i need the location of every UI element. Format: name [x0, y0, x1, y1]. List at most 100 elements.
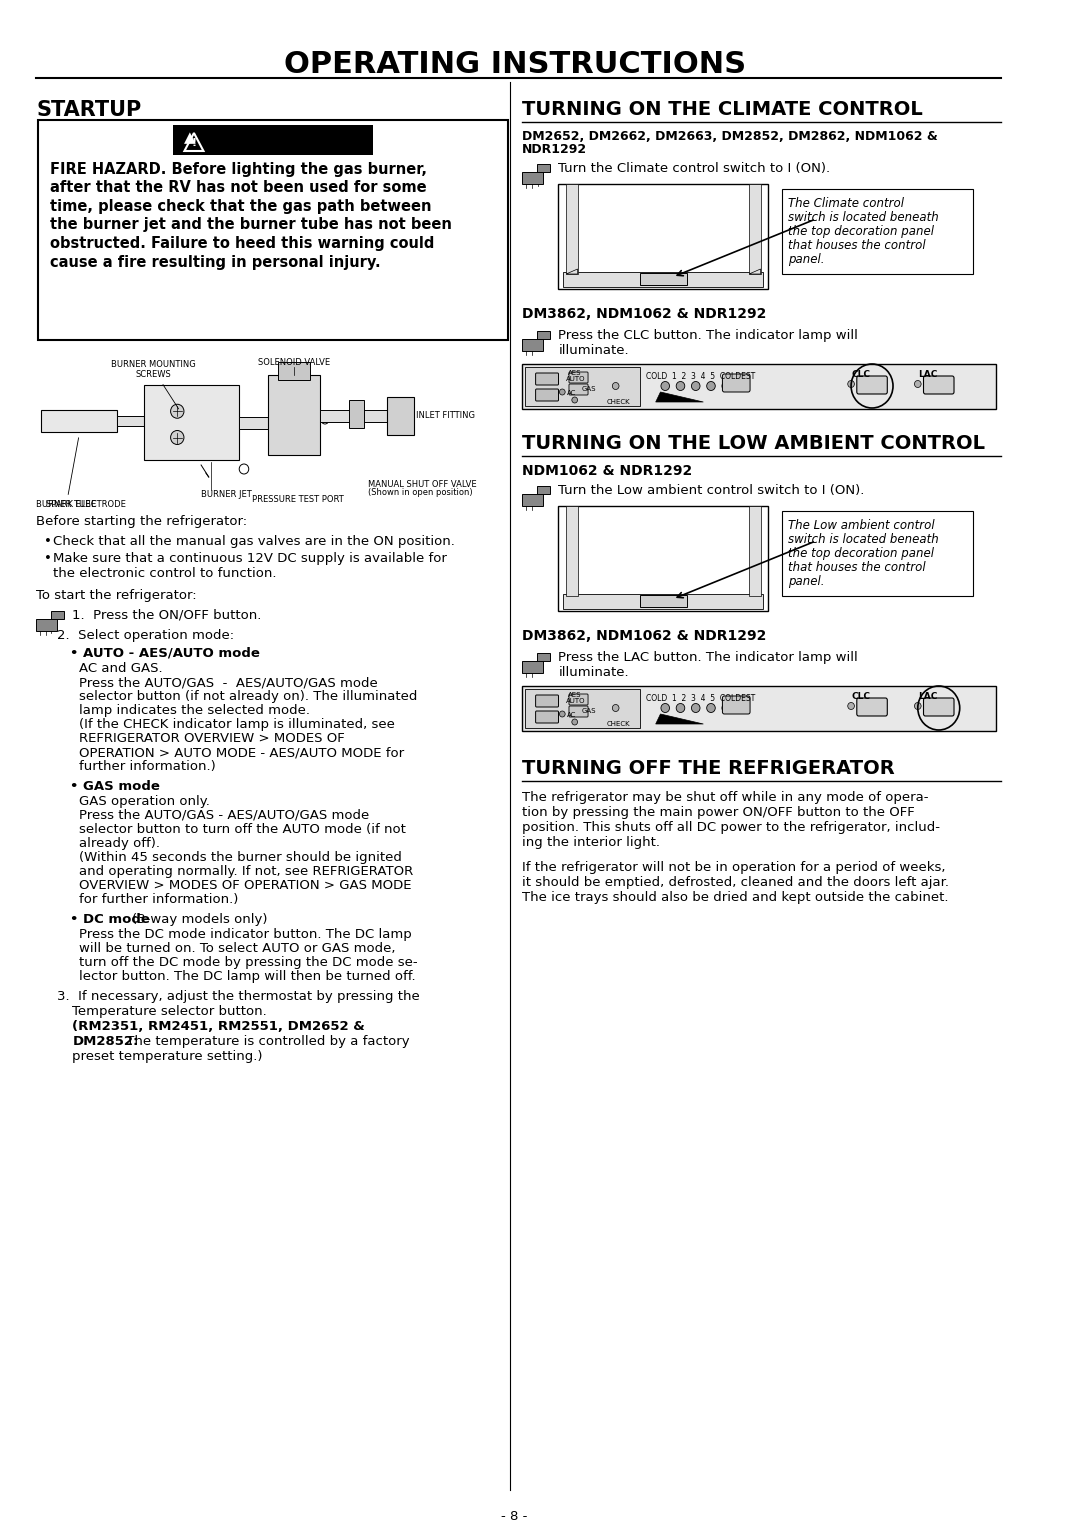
Text: GAS: GAS: [581, 386, 596, 392]
Text: CHECK: CHECK: [606, 721, 630, 727]
Text: The refrigerator may be shut off while in any mode of opera-: The refrigerator may be shut off while i…: [523, 791, 929, 805]
Text: AC and GAS.: AC and GAS.: [79, 663, 163, 675]
Text: Press the AUTO/GAS - AES/AUTO/GAS mode: Press the AUTO/GAS - AES/AUTO/GAS mode: [79, 809, 369, 822]
Text: DM2652, DM2662, DM2663, DM2852, DM2862, NDM1062 &: DM2652, DM2662, DM2663, DM2852, DM2862, …: [523, 130, 939, 144]
FancyBboxPatch shape: [569, 693, 588, 705]
Text: panel.: panel.: [788, 576, 825, 588]
Text: for further information.): for further information.): [79, 893, 239, 906]
Text: (Within 45 seconds the burner should be ignited: (Within 45 seconds the burner should be …: [79, 851, 402, 864]
Bar: [558, 183, 768, 289]
Bar: [173, 125, 373, 156]
Text: REFRIGERATOR OVERVIEW > MODES OF: REFRIGERATOR OVERVIEW > MODES OF: [79, 731, 345, 745]
Text: TURNING OFF THE REFRIGERATOR: TURNING OFF THE REFRIGERATOR: [523, 759, 895, 777]
Polygon shape: [656, 392, 703, 402]
Circle shape: [171, 431, 184, 444]
Circle shape: [915, 380, 921, 388]
Bar: [387, 397, 414, 435]
Text: GAS: GAS: [581, 709, 596, 715]
Bar: [566, 183, 578, 273]
FancyBboxPatch shape: [536, 695, 558, 707]
Circle shape: [691, 382, 700, 391]
Text: The Low ambient control: The Low ambient control: [788, 519, 935, 531]
Text: ing the interior light.: ing the interior light.: [523, 835, 660, 849]
Text: AUTO: AUTO: [566, 376, 585, 382]
Text: AC: AC: [567, 389, 577, 395]
Text: Turn the Low ambient control switch to I (ON).: Turn the Low ambient control switch to I…: [558, 484, 865, 496]
Text: AC: AC: [567, 712, 577, 718]
Text: LAC: LAC: [918, 370, 937, 379]
Text: CLC: CLC: [851, 692, 870, 701]
Bar: [750, 505, 760, 596]
Bar: [525, 689, 639, 728]
Text: the top decoration panel: the top decoration panel: [788, 547, 934, 560]
Text: AUTO: AUTO: [566, 698, 585, 704]
Text: will be turned on. To select AUTO or GAS mode,: will be turned on. To select AUTO or GAS…: [79, 942, 395, 954]
Circle shape: [571, 385, 578, 391]
Circle shape: [721, 382, 730, 391]
Bar: [38, 121, 508, 341]
Text: STARTUP: STARTUP: [37, 99, 141, 121]
Text: WARNING: WARNING: [216, 128, 322, 148]
Text: CHECK: CHECK: [606, 399, 630, 405]
Text: panel.: panel.: [788, 253, 825, 266]
FancyBboxPatch shape: [923, 698, 954, 716]
Circle shape: [571, 707, 578, 713]
Bar: [51, 611, 64, 618]
FancyBboxPatch shape: [569, 373, 588, 383]
Text: selector button (if not already on). The illuminated: selector button (if not already on). The…: [79, 690, 418, 702]
Bar: [37, 618, 57, 631]
Text: after that the RV has not been used for some: after that the RV has not been used for …: [50, 180, 427, 195]
Bar: [349, 400, 364, 428]
Text: PRESSURE TEST PORT: PRESSURE TEST PORT: [252, 495, 343, 504]
Text: LAC: LAC: [918, 692, 937, 701]
Text: that houses the control: that houses the control: [788, 560, 926, 574]
Text: cause a fire resulting in personal injury.: cause a fire resulting in personal injur…: [50, 255, 380, 269]
Circle shape: [706, 382, 715, 391]
Circle shape: [661, 382, 670, 391]
Text: selector button to turn off the AUTO mode (if not: selector button to turn off the AUTO mod…: [79, 823, 406, 835]
Text: MANUAL SHUT OFF VALVE: MANUAL SHUT OFF VALVE: [368, 479, 476, 489]
Text: AES: AES: [568, 370, 581, 376]
Text: •: •: [44, 551, 52, 565]
Bar: [537, 331, 550, 339]
Text: FIRE HAZARD. Before lighting the gas burner,: FIRE HAZARD. Before lighting the gas bur…: [50, 162, 427, 177]
Bar: [523, 686, 996, 731]
Circle shape: [676, 704, 685, 713]
Text: (If the CHECK indicator lamp is illuminated, see: (If the CHECK indicator lamp is illumina…: [79, 718, 395, 731]
Bar: [639, 596, 687, 608]
Text: GAS operation only.: GAS operation only.: [79, 796, 210, 808]
Text: The ice trays should also be dried and kept outside the cabinet.: The ice trays should also be dried and k…: [523, 890, 948, 904]
Bar: [639, 273, 687, 286]
Bar: [321, 411, 392, 421]
Text: DM2852:: DM2852:: [72, 1035, 139, 1048]
Bar: [523, 495, 543, 505]
Text: !: !: [206, 130, 213, 145]
Text: !: !: [191, 137, 197, 148]
Bar: [279, 362, 310, 380]
Text: The Climate control: The Climate control: [788, 197, 904, 211]
FancyBboxPatch shape: [536, 373, 558, 385]
Bar: [523, 363, 996, 409]
Circle shape: [676, 382, 685, 391]
Circle shape: [571, 373, 578, 379]
Text: • GAS mode: • GAS mode: [69, 780, 160, 793]
Bar: [537, 486, 550, 495]
Circle shape: [571, 695, 578, 701]
Circle shape: [721, 704, 730, 713]
Text: turn off the DC mode by pressing the DC mode se-: turn off the DC mode by pressing the DC …: [79, 956, 418, 970]
Circle shape: [571, 719, 578, 725]
Circle shape: [571, 397, 578, 403]
Bar: [782, 512, 973, 596]
Circle shape: [239, 464, 248, 473]
Circle shape: [559, 389, 565, 395]
Text: lamp indicates the selected mode.: lamp indicates the selected mode.: [79, 704, 310, 718]
Bar: [523, 173, 543, 183]
Text: CLC: CLC: [851, 370, 870, 379]
Text: Make sure that a continuous 12V DC supply is available for: Make sure that a continuous 12V DC suppl…: [53, 551, 447, 565]
Circle shape: [915, 702, 921, 710]
Text: SPARK ELECTRODE: SPARK ELECTRODE: [45, 499, 125, 508]
FancyBboxPatch shape: [856, 376, 888, 394]
Text: • AUTO - AES/AUTO mode: • AUTO - AES/AUTO mode: [69, 647, 259, 660]
Text: TURNING ON THE CLIMATE CONTROL: TURNING ON THE CLIMATE CONTROL: [523, 99, 923, 119]
Text: To start the refrigerator:: To start the refrigerator:: [37, 589, 197, 602]
